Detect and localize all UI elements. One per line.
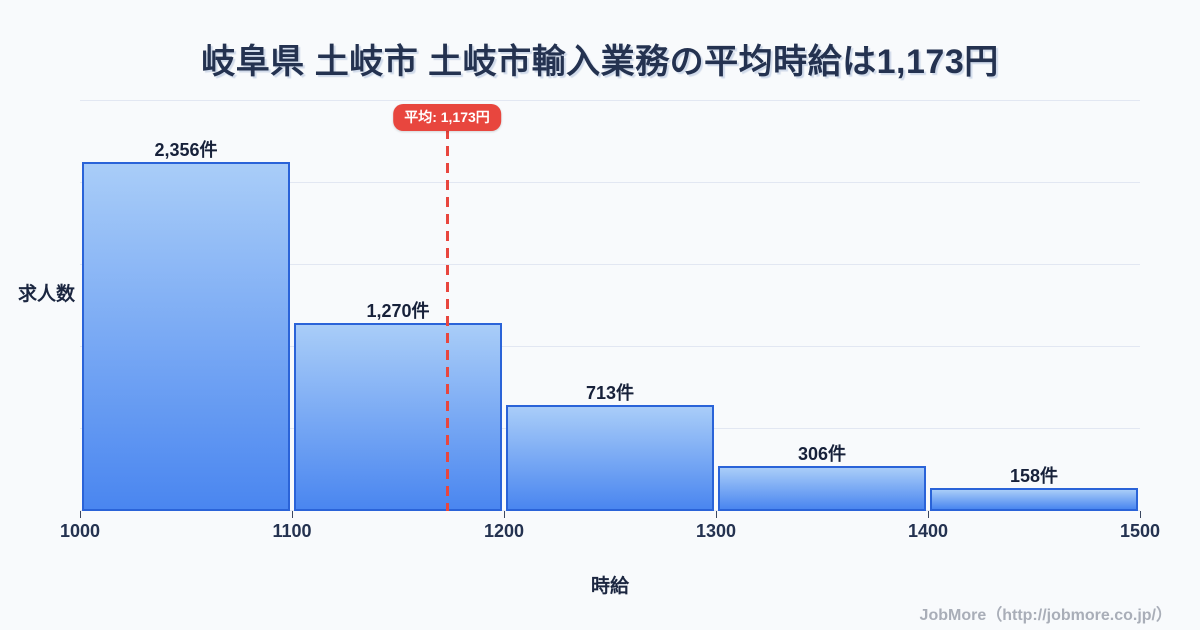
x-axis-label: 時給 bbox=[590, 576, 629, 597]
histogram-bar[interactable] bbox=[930, 488, 1138, 511]
histogram-bar[interactable] bbox=[506, 405, 714, 511]
x-tick-mark bbox=[928, 511, 929, 518]
x-tick-mark bbox=[292, 511, 293, 518]
histogram-bar[interactable] bbox=[82, 162, 290, 511]
bar-value-label: 306件 bbox=[797, 444, 847, 464]
gridline bbox=[80, 264, 1140, 265]
chart-title: 岐阜県 土岐市 土岐市輸入業務の平均時給は1,173円 bbox=[201, 43, 999, 81]
bar-value-label: 158件 bbox=[1009, 466, 1059, 486]
x-tick-mark bbox=[80, 511, 81, 518]
gridline bbox=[80, 100, 1140, 101]
bar-value-label: 1,270件 bbox=[366, 301, 430, 321]
gridline bbox=[80, 346, 1140, 347]
x-tick-label: 1300 bbox=[695, 521, 737, 541]
x-tick-mark bbox=[504, 511, 505, 518]
x-tick-label: 1400 bbox=[907, 521, 949, 541]
average-line bbox=[446, 129, 449, 511]
plot-area: 2,356件 1,270件 713件 306件 158件 平均: 1,173円 bbox=[80, 100, 1140, 511]
x-tick-mark bbox=[716, 511, 717, 518]
y-axis-label: 求人数 bbox=[18, 284, 76, 305]
x-tick-label: 1100 bbox=[272, 521, 312, 541]
x-tick-label: 1000 bbox=[59, 521, 101, 541]
bar-value-label: 2,356件 bbox=[154, 140, 218, 160]
bar-value-label: 713件 bbox=[585, 383, 635, 403]
x-tick-label: 1500 bbox=[1119, 521, 1161, 541]
x-tick-mark bbox=[1140, 511, 1141, 518]
footer-credit: JobMore（http://jobmore.co.jp/） bbox=[919, 607, 1172, 624]
average-badge: 平均: 1,173円 bbox=[393, 104, 501, 131]
histogram-bar[interactable] bbox=[294, 323, 502, 511]
x-tick-label: 1200 bbox=[483, 521, 525, 541]
gridline bbox=[80, 182, 1140, 183]
histogram-bar[interactable] bbox=[718, 466, 926, 511]
